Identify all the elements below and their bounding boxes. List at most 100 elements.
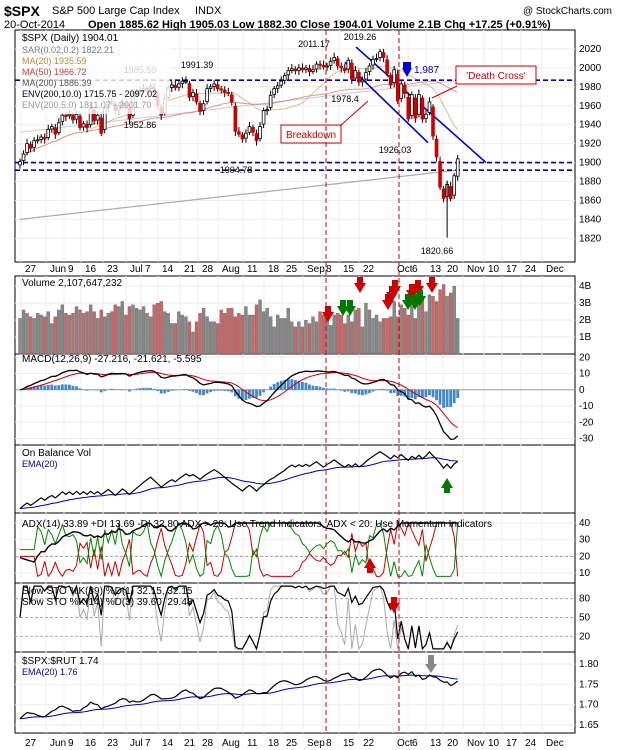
candle-body	[18, 161, 22, 166]
ratio-y-tick: 1.75	[579, 679, 599, 690]
adx-line	[19, 522, 458, 563]
candle-body	[275, 85, 280, 89]
obv-ema-line	[19, 457, 458, 510]
volume-bar	[64, 313, 68, 355]
candle-body	[215, 84, 220, 90]
candle-body	[279, 80, 284, 86]
macd-histogram-bar	[152, 388, 156, 390]
death-cross-label: 'Death Cross'	[466, 71, 525, 82]
price-legend: $SPX (Daily) 1904.01 SAR(0.02,0.2) 1822.…	[20, 32, 170, 114]
candle-body	[258, 126, 262, 140]
volume-bar	[339, 314, 343, 355]
candle-body	[417, 93, 421, 115]
volume-down-arrow-green	[344, 306, 356, 316]
macd-histogram-bar	[375, 389, 378, 391]
x-tick-label-top: 18	[268, 264, 280, 275]
price-annotation: 1952.86	[124, 120, 157, 130]
volume-bar	[406, 314, 410, 355]
volume-down-arrow-stem	[409, 284, 415, 290]
candle-body	[21, 153, 26, 161]
x-tick-label-bottom: 22	[363, 738, 375, 749]
macd-y-tick: 0	[579, 385, 585, 396]
macd-histogram-bar	[92, 389, 96, 391]
volume-bar	[39, 314, 43, 355]
sto-y-tick: 80	[579, 594, 591, 605]
volume-bar	[25, 313, 29, 355]
volume-bar	[392, 301, 396, 355]
x-tick-label-top: Oct	[397, 264, 413, 275]
volume-down-arrow-stem	[429, 277, 435, 283]
macd-histogram-bar	[96, 389, 100, 391]
x-tick-label-top: Jun	[50, 264, 66, 275]
volume-bar	[251, 314, 255, 355]
macd-histogram-bar	[237, 389, 241, 399]
volume-bar	[67, 314, 72, 355]
legend-ratio-ema: EMA(20) 1.76	[22, 667, 78, 677]
macd-histogram-bar	[166, 389, 170, 392]
macd-histogram-bar	[36, 385, 40, 390]
candle-body	[85, 123, 89, 128]
candle-body	[427, 101, 432, 113]
volume-bar	[332, 314, 336, 355]
volume-down-arrow-stem	[392, 280, 398, 286]
volume-bar	[43, 316, 47, 355]
macd-histogram-bar	[99, 389, 103, 393]
volume-bar	[449, 292, 453, 355]
volume-down-arrow-green	[414, 296, 426, 306]
candle-body	[212, 83, 216, 87]
price-y-tick: 1980	[579, 82, 602, 93]
macd-histogram-bar	[304, 382, 308, 390]
candle-body	[381, 52, 386, 58]
x-tick-label-top: Dec	[546, 264, 564, 275]
x-tick-label-bottom: 7	[145, 738, 151, 749]
x-tick-label-bottom: Dec	[546, 738, 564, 749]
x-tick-label-top: Aug	[222, 264, 240, 275]
volume-down-arrow	[389, 286, 401, 296]
macd-histogram-bar	[135, 388, 138, 390]
volume-bar	[431, 296, 435, 355]
macd-histogram-bar	[410, 389, 414, 399]
x-tick-label-top: 8	[326, 264, 332, 275]
candle-body	[35, 139, 40, 142]
volume-bar	[385, 318, 389, 355]
x-tick-label-bottom: 10	[488, 738, 500, 749]
x-tick-label-bottom: Oct	[397, 738, 413, 749]
macd-histogram-bar	[449, 389, 453, 407]
volume-bar	[131, 304, 135, 355]
volume-bar	[321, 314, 326, 355]
volume-bar	[230, 308, 234, 355]
header-name: S&P 500 Large Cap Index	[52, 5, 180, 17]
candle-body	[282, 75, 287, 81]
macd-histogram-bar	[428, 389, 431, 396]
candle-body	[229, 94, 234, 103]
x-tick-label-top: Jul	[130, 264, 143, 275]
macd-histogram-bar	[339, 389, 343, 391]
ratio-y-tick: 1.70	[579, 700, 599, 711]
volume-bar	[28, 316, 33, 355]
volume-bar	[307, 323, 312, 355]
candle-body	[173, 84, 178, 89]
sto-down-arrow	[388, 603, 400, 613]
volume-bar	[173, 323, 177, 355]
volume-bar	[74, 306, 79, 355]
pane-adx	[14, 512, 576, 584]
macd-histogram-bar	[389, 389, 393, 394]
macd-histogram-bar	[396, 389, 400, 397]
x-tick-label-top: 9	[68, 264, 74, 275]
volume-bar	[304, 319, 308, 355]
x-tick-label-bottom: 11	[247, 738, 258, 749]
x-tick-label-bottom: Nov	[467, 738, 485, 749]
header-date: 20-Oct-2014	[4, 19, 65, 31]
volume-bar	[187, 321, 192, 355]
legend-ma200: MA(200) 1886.39	[22, 78, 92, 88]
volume-bar	[205, 316, 209, 355]
price-y-tick: 1880	[579, 177, 602, 188]
volume-bar	[438, 289, 442, 355]
volume-bar	[21, 309, 26, 355]
candle-body	[314, 63, 319, 70]
macd-histogram-bar	[71, 385, 75, 390]
macd-histogram-bar	[272, 383, 276, 390]
candle-body	[448, 186, 453, 199]
price-y-tick: 1960	[579, 101, 602, 112]
